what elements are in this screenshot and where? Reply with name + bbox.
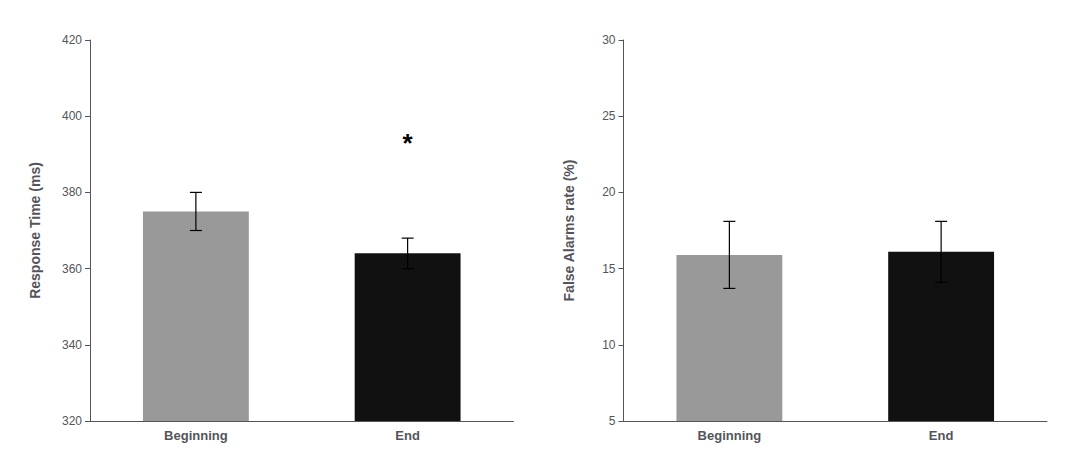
- svg-text:10: 10: [602, 338, 616, 352]
- svg-text:30: 30: [602, 33, 616, 47]
- svg-text:380: 380: [62, 185, 82, 199]
- svg-text:5: 5: [609, 414, 616, 428]
- svg-text:Response Time (ms): Response Time (ms): [27, 162, 43, 299]
- svg-text:400: 400: [62, 109, 82, 123]
- svg-text:End: End: [395, 428, 420, 443]
- svg-text:End: End: [929, 428, 954, 443]
- svg-text:Beginning: Beginning: [698, 428, 762, 443]
- svg-text:15: 15: [602, 262, 616, 276]
- svg-text:False Alarms rate (%): False Alarms rate (%): [561, 160, 577, 302]
- svg-text:360: 360: [62, 262, 82, 276]
- svg-text:340: 340: [62, 338, 82, 352]
- svg-text:25: 25: [602, 109, 616, 123]
- svg-text:20: 20: [602, 185, 616, 199]
- svg-text:420: 420: [62, 33, 82, 47]
- svg-text:Beginning: Beginning: [164, 428, 228, 443]
- svg-text:*: *: [403, 128, 414, 158]
- svg-text:320: 320: [62, 414, 82, 428]
